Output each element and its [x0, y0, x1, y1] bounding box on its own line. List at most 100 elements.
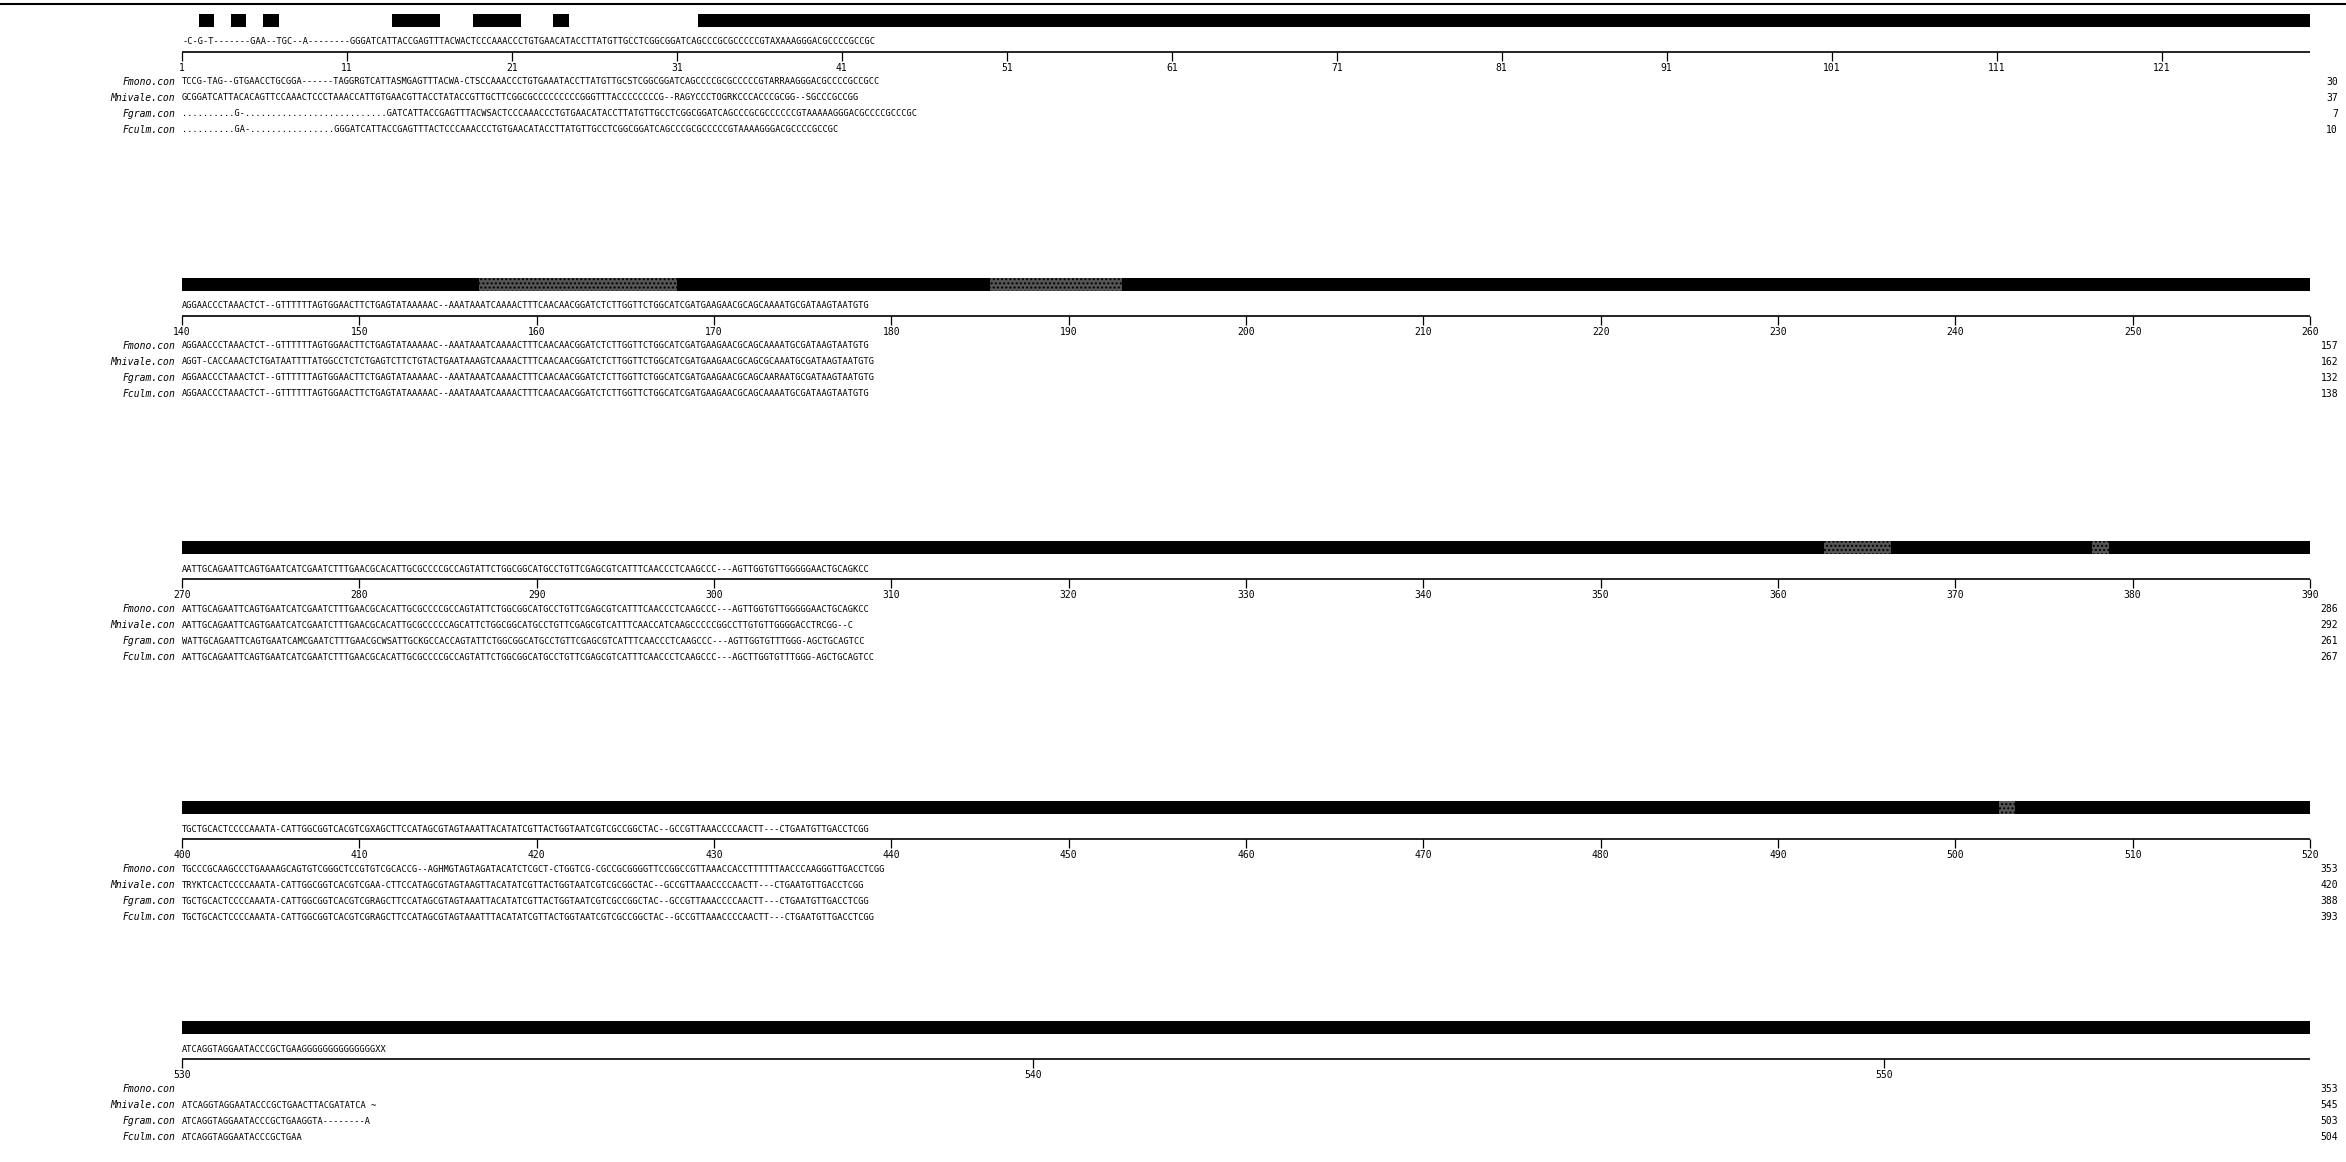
- Text: TGCTGCACTCCCCAAATA-CATTGGCGGTCACGTCGRAGCTTCCATAGCGTAGTAAATTACATATCGTTACTGGTAATCG: TGCTGCACTCCCCAAATA-CATTGGCGGTCACGTCGRAGC…: [183, 897, 870, 905]
- Text: AGGAACCCTAAACTCT--GTTTTTTAGTGGAACTTCTGAGTATAAAAAC--AAATAAATCAAAACTTTCAACAACGGATC: AGGAACCCTAAACTCT--GTTTTTTAGTGGAACTTCTGAG…: [183, 373, 875, 382]
- Bar: [610, 278, 626, 290]
- Bar: [183, 14, 2311, 27]
- Text: AATTGCAGAATTCAGTGAATCATCGAATCTTTGAACGCACATTGCGCCCCCAGCATTCTGGCGGCATGCCTGTTCGAGCG: AATTGCAGAATTCAGTGAATCATCGAATCTTTGAACGCAC…: [183, 621, 854, 630]
- Text: ATCAGGTAGGAATACCCGCTGAAGGGGGGGGGGGGGGXX: ATCAGGTAGGAATACCCGCTGAAGGGGGGGGGGGGGGXX: [183, 1045, 387, 1054]
- Text: AGGAACCCTAAACTCT--GTTTTTTAGTGGAACTTCTGAGTATAAAAAC--AAATAAATCAAAACTTTCAACAACGGATC: AGGAACCCTAAACTCT--GTTTTTTAGTGGAACTTCTGAG…: [183, 342, 870, 351]
- Text: 460: 460: [1236, 849, 1255, 860]
- Text: 393: 393: [2320, 912, 2339, 921]
- Text: 320: 320: [1060, 590, 1077, 600]
- Text: Fgram.con: Fgram.con: [122, 636, 176, 646]
- Bar: [990, 278, 1006, 290]
- Bar: [183, 540, 2311, 553]
- Text: 91: 91: [1661, 63, 1673, 73]
- Text: Mnivale.con: Mnivale.con: [110, 357, 176, 367]
- Text: WATTGCAGAATTCAGTGAATCAMCGAATCTTTGAACGCWSATTGCKGCCACCAGTATTCTGGCGGCATGCCTGTTCGAGC: WATTGCAGAATTCAGTGAATCAMCGAATCTTTGAACGCWS…: [183, 637, 863, 646]
- Bar: [584, 14, 601, 27]
- Bar: [577, 278, 594, 290]
- Text: 1: 1: [178, 63, 185, 73]
- Text: 81: 81: [1497, 63, 1508, 73]
- Text: 504: 504: [2320, 1132, 2339, 1142]
- Text: GCGGATCATTACACAGTTCCAAACTCCCTAAACCATTGTGAACGTTACCTATACCGTTGCTTCGGCGCCCCCCCCCGGGT: GCGGATCATTACACAGTTCCAAACTCCCTAAACCATTGTG…: [183, 93, 859, 102]
- Text: Fgram.con: Fgram.con: [122, 109, 176, 119]
- Text: AGGT-CACCAAACTCTGATAATTTTATGGCCTCTCTGAGTCTTCTGTACTGAATAAAGTCAAAACTTTCAACAACGGATC: AGGT-CACCAAACTCTGATAATTTTATGGCCTCTCTGAGT…: [183, 358, 875, 366]
- Text: 250: 250: [2123, 327, 2142, 337]
- Text: 170: 170: [706, 327, 723, 337]
- Text: 390: 390: [2301, 590, 2318, 600]
- Text: Fmono.con: Fmono.con: [122, 604, 176, 614]
- Text: 111: 111: [1987, 63, 2006, 73]
- Text: Mnivale.con: Mnivale.con: [110, 93, 176, 103]
- Bar: [183, 14, 199, 27]
- Text: ATCAGGTAGGAATACCCGCTGAA: ATCAGGTAGGAATACCCGCTGAA: [183, 1133, 303, 1141]
- Text: 330: 330: [1236, 590, 1255, 600]
- Text: 21: 21: [507, 63, 518, 73]
- Text: Fmono.con: Fmono.con: [122, 865, 176, 874]
- Bar: [183, 801, 2311, 813]
- Text: Fgram.con: Fgram.con: [122, 373, 176, 383]
- Text: 162: 162: [2320, 357, 2339, 367]
- Text: 510: 510: [2123, 849, 2142, 860]
- Text: AGGAACCCTAAACTCT--GTTTTTTAGTGGAACTTCTGAGTATAAAAAC--AAATAAATCAAAACTTTCAACAACGGATC: AGGAACCCTAAACTCT--GTTTTTTAGTGGAACTTCTGAG…: [183, 389, 870, 399]
- Bar: [1089, 278, 1105, 290]
- Text: 353: 353: [2320, 865, 2339, 874]
- Text: 261: 261: [2320, 636, 2339, 646]
- Text: 30: 30: [2327, 77, 2339, 87]
- Bar: [1874, 540, 1891, 553]
- Text: Fmono.con: Fmono.con: [122, 1084, 176, 1093]
- Text: 450: 450: [1060, 849, 1077, 860]
- Text: 160: 160: [528, 327, 547, 337]
- Bar: [2093, 540, 2109, 553]
- Text: AGGAACCCTAAACTCT--GTTTTTTAGTGGAACTTCTGAGTATAAAAAC--AAATAAATCAAAACTTTCAACAACGGATC: AGGAACCCTAAACTCT--GTTTTTTAGTGGAACTTCTGAG…: [183, 301, 870, 310]
- Text: 490: 490: [1769, 849, 1788, 860]
- Bar: [1105, 278, 1121, 290]
- Bar: [1056, 278, 1072, 290]
- Bar: [296, 14, 312, 27]
- Text: 41: 41: [835, 63, 847, 73]
- Bar: [511, 278, 528, 290]
- Bar: [343, 14, 359, 27]
- Bar: [683, 14, 699, 27]
- Text: 7: 7: [2332, 109, 2339, 119]
- Bar: [441, 14, 457, 27]
- Text: 37: 37: [2327, 93, 2339, 103]
- Bar: [617, 14, 633, 27]
- Bar: [183, 278, 2311, 290]
- Bar: [570, 14, 586, 27]
- Bar: [1039, 278, 1056, 290]
- Text: Fculm.con: Fculm.con: [122, 125, 176, 135]
- Text: 503: 503: [2320, 1116, 2339, 1126]
- Text: AATTGCAGAATTCAGTGAATCATCGAATCTTTGAACGCACATTGCGCCCCGCCAGTATTCTGGCGGCATGCCTGTTCGAG: AATTGCAGAATTCAGTGAATCATCGAATCTTTGAACGCAC…: [183, 604, 870, 614]
- Text: 101: 101: [1823, 63, 1839, 73]
- Bar: [594, 278, 610, 290]
- Text: TGCTGCACTCCCCAAATA-CATTGGCGGTCACGTCGRAGCTTCCATAGCGTAGTAAATTTACATATCGTTACTGGTAATC: TGCTGCACTCCCCAAATA-CATTGGCGGTCACGTCGRAGC…: [183, 912, 875, 921]
- Bar: [626, 278, 643, 290]
- Text: 286: 286: [2320, 604, 2339, 614]
- Bar: [544, 278, 561, 290]
- Text: ATCAGGTAGGAATACCCGCTGAACTTACGATATCA ~: ATCAGGTAGGAATACCCGCTGAACTTACGATATCA ~: [183, 1100, 375, 1110]
- Bar: [1825, 540, 1842, 553]
- Text: 430: 430: [706, 849, 723, 860]
- Text: 500: 500: [1947, 849, 1964, 860]
- Text: 400: 400: [174, 849, 190, 860]
- Text: 31: 31: [671, 63, 683, 73]
- Text: 61: 61: [1166, 63, 1178, 73]
- Bar: [183, 1020, 2311, 1033]
- Text: 138: 138: [2320, 389, 2339, 399]
- Text: 310: 310: [882, 590, 901, 600]
- Text: 353: 353: [2320, 1084, 2339, 1093]
- Bar: [1999, 801, 2015, 813]
- Text: 480: 480: [1593, 849, 1609, 860]
- Text: 71: 71: [1330, 63, 1342, 73]
- Text: 420: 420: [528, 849, 547, 860]
- Text: 150: 150: [350, 327, 368, 337]
- Bar: [633, 14, 650, 27]
- Bar: [359, 14, 375, 27]
- Text: TGCTGCACTCCCCAAATA-CATTGGCGGTCACGTCGXAGCTTCCATAGCGTAGTAAATTACATATCGTTACTGGTAATCG: TGCTGCACTCCCCAAATA-CATTGGCGGTCACGTCGXAGC…: [183, 825, 870, 833]
- Bar: [495, 278, 511, 290]
- Text: ..........G-...........................GATCATTACCGAGTTTACWSACTCCCAAACCCTGTGAACAT: ..........G-...........................G…: [183, 109, 917, 119]
- Bar: [650, 14, 666, 27]
- Bar: [1006, 278, 1023, 290]
- Text: TGCCCGCAAGCCCTGAAAAGCAGTGTCGGGCTCCGTGTCGCACCG--AGHMGTAGTAGATACATCTCGCT-CTGGTCG-C: TGCCCGCAAGCCCTGAAAAGCAGTGTCGGGCTCCGTGTCG…: [183, 865, 884, 874]
- Bar: [643, 278, 659, 290]
- Text: Fgram.con: Fgram.con: [122, 1116, 176, 1126]
